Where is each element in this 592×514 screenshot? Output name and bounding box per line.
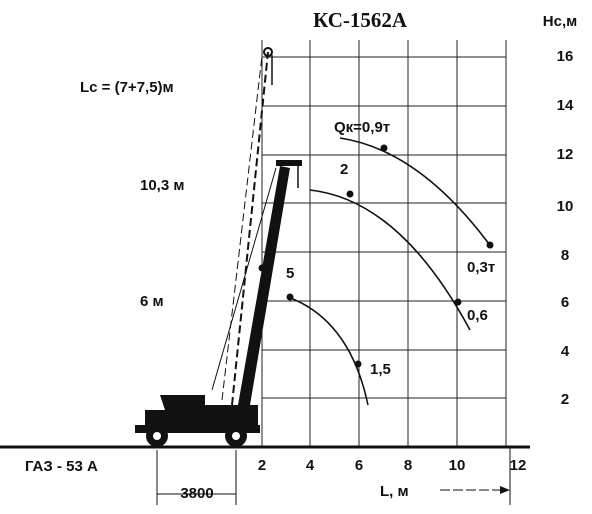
y-tick: 16 bbox=[557, 48, 574, 65]
label: 0,6 bbox=[467, 307, 488, 324]
x-tick: 4 bbox=[306, 457, 315, 474]
x-axis-label: L, м bbox=[380, 483, 409, 500]
label: 5 bbox=[286, 265, 294, 282]
y-tick: 2 bbox=[561, 391, 569, 408]
y-axis-label: Hс,м bbox=[543, 13, 577, 30]
vehicle: ГАЗ - 53 А bbox=[25, 458, 98, 475]
label: 0,3т bbox=[467, 259, 495, 276]
y-tick: 14 bbox=[557, 97, 574, 114]
label: 6 м bbox=[140, 293, 164, 310]
crane bbox=[135, 47, 511, 505]
y-tick: 8 bbox=[561, 247, 569, 264]
y-ticks: 16 14 12 10 8 6 4 2 bbox=[557, 48, 574, 408]
label: Qк=0,9т bbox=[334, 119, 390, 136]
title: КС-1562А bbox=[313, 8, 408, 32]
y-tick: 10 bbox=[557, 198, 574, 215]
label: 2 bbox=[340, 161, 348, 178]
x-tick: 6 bbox=[355, 457, 363, 474]
x-tick: 8 bbox=[404, 457, 412, 474]
x-ticks: 2 4 6 8 10 12 bbox=[258, 457, 527, 474]
x-tick: 12 bbox=[510, 457, 527, 474]
x-tick: 10 bbox=[449, 457, 466, 474]
y-tick: 12 bbox=[557, 146, 574, 163]
y-tick: 6 bbox=[561, 294, 569, 311]
label: 10,3 м bbox=[140, 177, 184, 194]
wheelbase: 3800 bbox=[180, 485, 213, 502]
y-tick: 4 bbox=[561, 343, 570, 360]
label: 1,5 bbox=[370, 361, 391, 378]
grid bbox=[0, 40, 530, 449]
label: Lс = (7+7,5)м bbox=[80, 79, 174, 96]
x-tick: 2 bbox=[258, 457, 266, 474]
